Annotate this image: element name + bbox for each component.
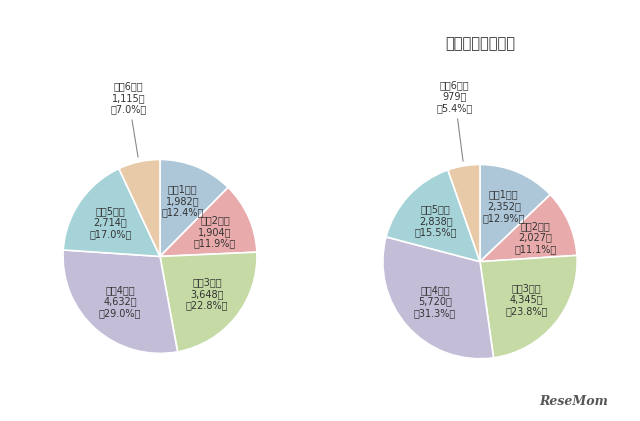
Wedge shape	[480, 256, 577, 358]
Text: 小剤4年生
5,720人
（31.3%）: 小剤4年生 5,720人 （31.3%）	[414, 285, 456, 318]
Wedge shape	[480, 165, 550, 261]
Text: 小剤4年生
4,632人
（29.0%）: 小剤4年生 4,632人 （29.0%）	[99, 285, 141, 318]
Wedge shape	[119, 160, 160, 256]
Text: 小剤5年生
2,838人
（15.5%）: 小剤5年生 2,838人 （15.5%）	[415, 204, 457, 237]
Wedge shape	[448, 165, 480, 261]
Wedge shape	[383, 237, 493, 359]
Wedge shape	[63, 250, 177, 353]
Wedge shape	[63, 169, 160, 256]
Text: 小剤5年生
2,714人
（17.0%）: 小剤5年生 2,714人 （17.0%）	[89, 206, 132, 239]
Wedge shape	[160, 187, 257, 256]
Text: 小剤1年生
2,352人
（12.9%）: 小剤1年生 2,352人 （12.9%）	[483, 190, 525, 223]
Wedge shape	[480, 195, 577, 261]
Text: 小剤3年生
4,345人
（23.8%）: 小剤3年生 4,345人 （23.8%）	[506, 283, 548, 316]
Wedge shape	[386, 170, 480, 261]
Text: ReseMom: ReseMom	[539, 395, 608, 408]
Title: （参考）令和元年: （参考）令和元年	[445, 36, 515, 51]
Text: 小剤2年生
1,904人
（11.9%）: 小剤2年生 1,904人 （11.9%）	[194, 216, 236, 249]
Text: 小剤6年生
979人
（5.4%）: 小剤6年生 979人 （5.4%）	[436, 80, 473, 161]
Text: 小剤2年生
2,027人
（11.1%）: 小剤2年生 2,027人 （11.1%）	[514, 221, 556, 254]
Wedge shape	[160, 252, 257, 352]
Wedge shape	[160, 160, 228, 256]
Text: 小剤3年生
3,648人
（22.8%）: 小剤3年生 3,648人 （22.8%）	[186, 277, 228, 310]
Text: 小剤1年生
1,982人
（12.4%）: 小剤1年生 1,982人 （12.4%）	[162, 184, 204, 217]
Text: 小剤6年生
1,115人
（7.0%）: 小剤6年生 1,115人 （7.0%）	[110, 81, 147, 157]
